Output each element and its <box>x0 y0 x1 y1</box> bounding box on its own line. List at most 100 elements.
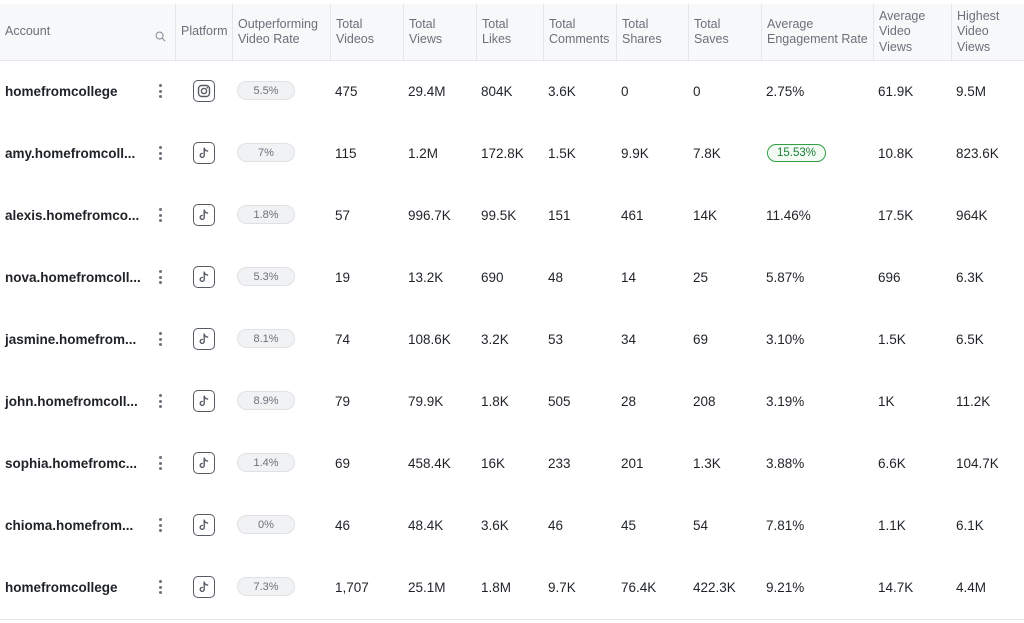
table-row[interactable]: chioma.homefrom... 0% 46 48.4K 3.6K 46 45 54 1.1… <box>0 494 1024 556</box>
tiktok-icon <box>193 576 215 598</box>
outperforming-rate-badge: 1.8% <box>237 205 295 224</box>
highest-video-views-cell: 11.2K <box>956 393 991 409</box>
tiktok-icon <box>193 452 215 474</box>
total-likes-cell: 3.6K <box>481 517 509 533</box>
total-views-cell: 79.9K <box>408 393 444 409</box>
highest-video-views-cell: 9.5M <box>956 83 987 99</box>
total-comments-cell: 3.6K <box>548 83 576 99</box>
account-name[interactable]: homefromcollege <box>5 83 118 99</box>
total-videos-cell: 79 <box>335 393 351 409</box>
total-saves-cell: 69 <box>693 331 709 347</box>
column-header-platform[interactable]: Platform <box>175 4 232 60</box>
total-saves-cell: 14K <box>693 207 718 223</box>
total-videos-cell: 115 <box>335 145 357 161</box>
tiktok-icon <box>193 514 215 536</box>
search-icon[interactable] <box>155 31 166 42</box>
more-options-icon[interactable] <box>154 82 166 100</box>
more-options-icon[interactable] <box>154 392 166 410</box>
total-saves-cell: 208 <box>693 393 716 409</box>
total-comments-cell: 233 <box>548 455 571 471</box>
outperforming-rate-badge: 8.1% <box>237 329 295 348</box>
account-name[interactable]: amy.homefromcoll... <box>5 145 136 161</box>
more-options-icon[interactable] <box>154 206 166 224</box>
total-comments-cell: 53 <box>548 331 564 347</box>
more-options-icon[interactable] <box>154 330 166 348</box>
outperforming-rate-badge: 5.5% <box>237 81 295 100</box>
total-videos-cell: 57 <box>335 207 351 223</box>
highest-video-views-cell: 823.6K <box>956 145 999 161</box>
total-comments-cell: 46 <box>548 517 564 533</box>
total-saves-cell: 0 <box>693 83 701 99</box>
more-options-icon[interactable] <box>154 516 166 534</box>
account-name[interactable]: chioma.homefrom... <box>5 517 134 533</box>
account-name[interactable]: sophia.homefromc... <box>5 455 138 471</box>
table-row[interactable]: alexis.homefromco... 1.8% 57 996.7K 99.5K 151… <box>0 184 1024 246</box>
total-comments-cell: 1.5K <box>548 145 576 161</box>
table-row[interactable]: jasmine.homefrom... 8.1% 74 108.6K 3.2K 53 34 6… <box>0 308 1024 370</box>
more-options-icon[interactable] <box>154 144 166 162</box>
highest-video-views-cell: 104.7K <box>956 455 999 471</box>
total-comments-cell: 151 <box>548 207 571 223</box>
table-row[interactable]: amy.homefromcoll... 7% 115 1.2M 172.8K 1.5K 9.… <box>0 122 1024 184</box>
avg-engagement-cell: 3.19% <box>766 393 805 409</box>
avg-engagement-cell: 3.10% <box>766 331 805 347</box>
account-name[interactable]: alexis.homefromco... <box>5 207 140 223</box>
outperforming-rate-badge: 7.3% <box>237 577 295 596</box>
column-header-highest-video-views[interactable]: Highest Video Views <box>951 4 1024 60</box>
total-videos-cell: 46 <box>335 517 351 533</box>
table-row[interactable]: sophia.homefromc... 1.4% 69 458.4K 16K 233 201… <box>0 432 1024 494</box>
total-likes-cell: 1.8M <box>481 579 512 595</box>
avg-video-views-cell: 1.1K <box>878 517 906 533</box>
column-header-total-videos[interactable]: Total Videos <box>330 4 403 60</box>
account-name[interactable]: john.homefromcoll... <box>5 393 138 409</box>
total-saves-cell: 7.8K <box>693 145 721 161</box>
tiktok-icon <box>193 390 215 412</box>
column-header-total-shares[interactable]: Total Shares <box>616 4 688 60</box>
column-header-account[interactable]: Account <box>5 24 51 39</box>
total-shares-cell: 14 <box>621 269 637 285</box>
total-views-cell: 25.1M <box>408 579 446 595</box>
total-videos-cell: 69 <box>335 455 351 471</box>
tiktok-icon <box>193 266 215 288</box>
column-header-avg-video-views[interactable]: Average Video Views <box>873 4 951 60</box>
total-saves-cell: 1.3K <box>693 455 721 471</box>
total-saves-cell: 422.3K <box>693 579 736 595</box>
outperforming-rate-badge: 7% <box>237 143 295 162</box>
total-shares-cell: 461 <box>621 207 644 223</box>
more-options-icon[interactable] <box>154 268 166 286</box>
total-saves-cell: 54 <box>693 517 709 533</box>
table-row[interactable]: homefromcollege 7.3% 1,707 25.1M 1.8M 9.7K 76.… <box>0 556 1024 618</box>
avg-engagement-cell: 7.81% <box>766 517 805 533</box>
total-shares-cell: 9.9K <box>621 145 649 161</box>
total-videos-cell: 19 <box>335 269 351 285</box>
more-options-icon[interactable] <box>154 454 166 472</box>
avg-engagement-cell: 9.21% <box>766 579 805 595</box>
more-options-icon[interactable] <box>154 578 166 596</box>
total-likes-cell: 690 <box>481 269 504 285</box>
avg-engagement-cell: 5.87% <box>766 269 805 285</box>
outperforming-rate-badge: 8.9% <box>237 391 295 410</box>
avg-engagement-cell: 15.53% <box>761 122 827 184</box>
total-shares-cell: 45 <box>621 517 637 533</box>
total-views-cell: 108.6K <box>408 331 451 347</box>
column-header-total-views[interactable]: Total Views <box>403 4 476 60</box>
outperforming-rate-badge: 5.3% <box>237 267 295 286</box>
account-name[interactable]: nova.homefromcoll... <box>5 269 141 285</box>
account-name[interactable]: jasmine.homefrom... <box>5 331 137 347</box>
table-row[interactable]: john.homefromcoll... 8.9% 79 79.9K 1.8K 505 28… <box>0 370 1024 432</box>
column-header-avg-engagement[interactable]: Average Engagement Rate <box>761 4 873 60</box>
table-header: Account Platform Outperforming Video Rat… <box>0 4 1024 61</box>
table-row[interactable]: homefromcollege 5.5% 475 29.4M 804K 3.6K 0 0 61.… <box>0 60 1024 122</box>
account-name[interactable]: homefromcollege <box>5 579 118 595</box>
table-row[interactable]: nova.homefromcoll... 5.3% 19 13.2K 690 48 14 25… <box>0 246 1024 308</box>
column-header-total-saves[interactable]: Total Saves <box>688 4 761 60</box>
total-views-cell: 48.4K <box>408 517 444 533</box>
total-shares-cell: 0 <box>621 83 629 99</box>
total-saves-cell: 25 <box>693 269 709 285</box>
total-shares-cell: 201 <box>621 455 644 471</box>
tiktok-icon <box>193 142 215 164</box>
column-header-outperforming[interactable]: Outperforming Video Rate <box>232 4 330 60</box>
column-header-total-comments[interactable]: Total Comments <box>543 4 616 60</box>
total-likes-cell: 1.8K <box>481 393 509 409</box>
column-header-total-likes[interactable]: Total Likes <box>476 4 543 60</box>
